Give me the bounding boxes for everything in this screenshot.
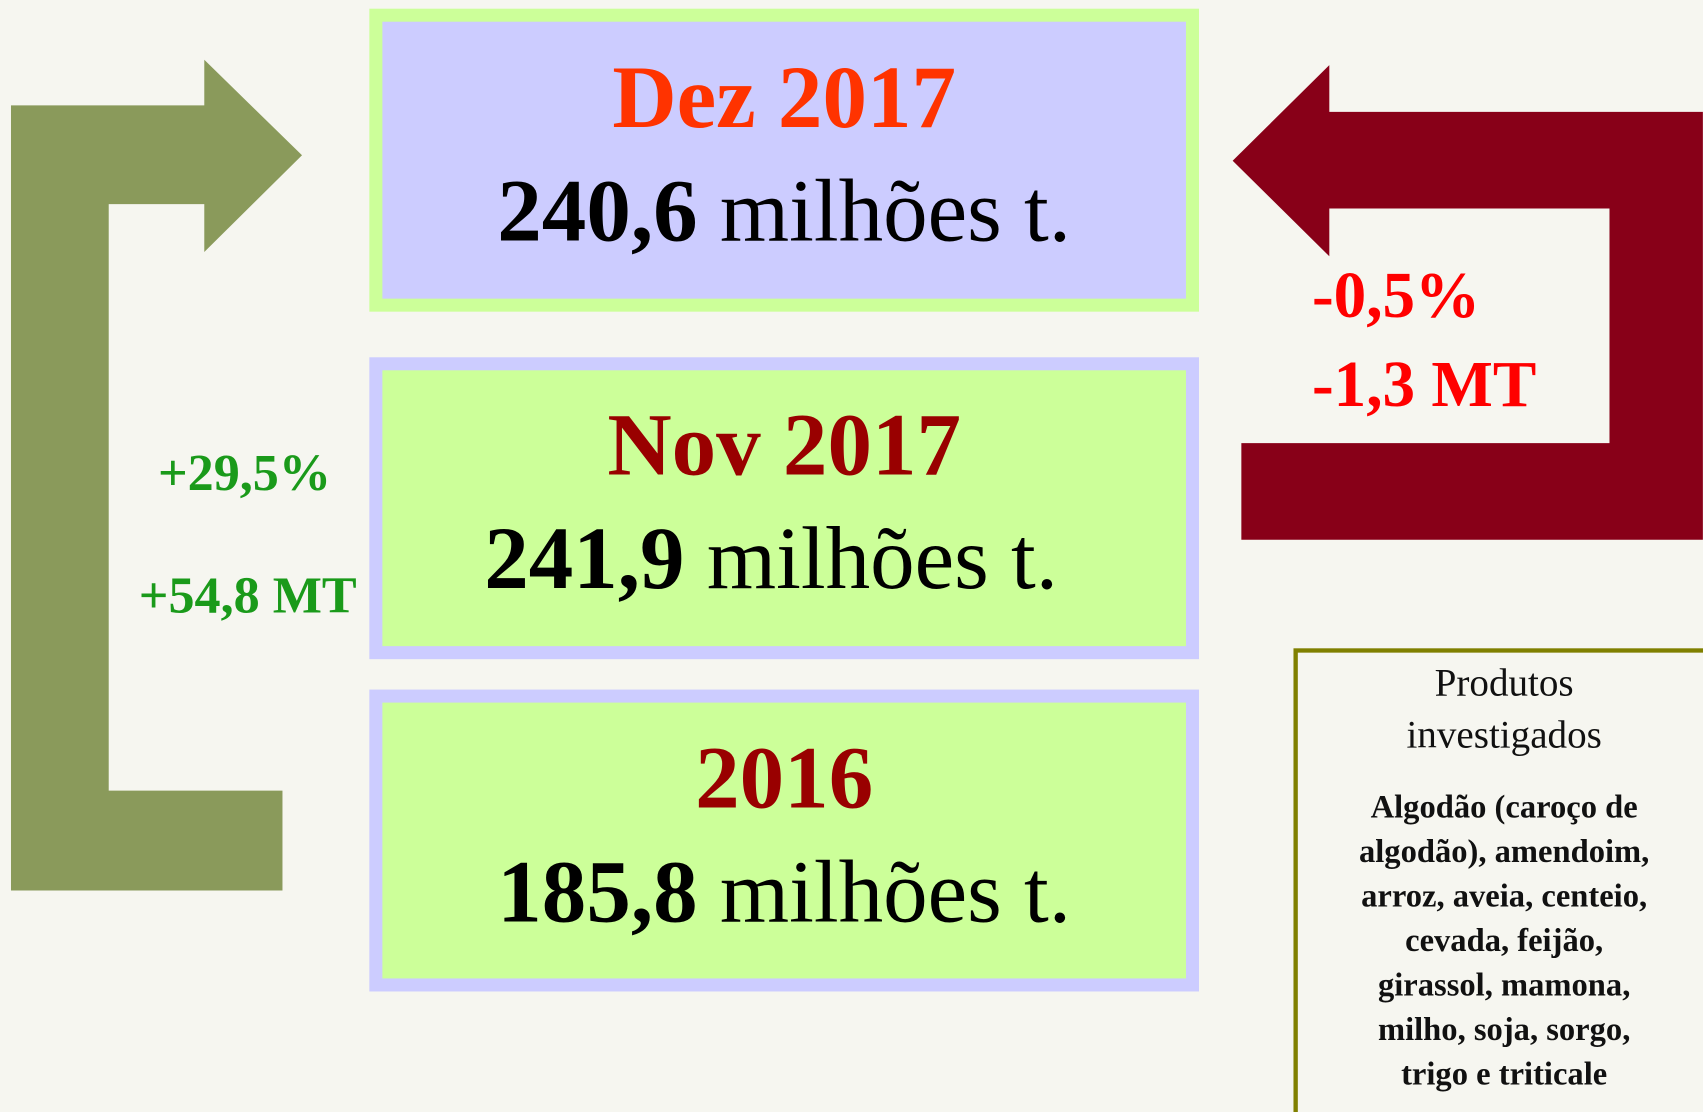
products-line: Algodão (caroço de	[1371, 790, 1638, 826]
box-nov-2017	[369, 357, 1199, 660]
products-line: trigo e triticale	[1401, 1057, 1607, 1093]
box-value: 185,8 milhões t.	[497, 844, 1071, 942]
box-title: Dez 2017	[612, 49, 956, 147]
value-unit: milhões t.	[707, 510, 1058, 608]
box-dez-2017	[369, 8, 1199, 312]
right-arrow	[1232, 65, 1703, 540]
box-value: 240,6 milhões t.	[497, 163, 1071, 261]
products-heading: investigados	[1406, 713, 1601, 756]
left-label: +54,8 MT	[139, 567, 357, 624]
box-value: 241,9 milhões t.	[484, 510, 1058, 608]
left-arrow	[10, 59, 303, 891]
box-title: Nov 2017	[607, 396, 961, 494]
products-line: arroz, aveia, centeio,	[1361, 879, 1647, 915]
products-line: girassol, mamona,	[1378, 968, 1630, 1004]
right-label: -1,3 MT	[1312, 349, 1536, 421]
right-label: -0,5%	[1312, 260, 1480, 332]
box-2016	[369, 689, 1199, 992]
value-unit: milhões t.	[720, 844, 1071, 942]
value-unit: milhões t.	[720, 163, 1071, 261]
value-number: 185,8	[497, 844, 697, 942]
products-box	[1293, 648, 1703, 1112]
products-text: Produtos investigados Algodão (caroço de al…	[1359, 661, 1649, 1092]
products-line: algodão), amendoim,	[1359, 834, 1649, 870]
products-heading: Produtos	[1435, 661, 1574, 704]
value-number: 240,6	[497, 163, 697, 261]
value-number: 241,9	[484, 510, 684, 608]
box-title: 2016	[695, 730, 873, 828]
products-line: cevada, feijão,	[1405, 923, 1603, 959]
products-line: milho, soja, sorgo,	[1378, 1012, 1630, 1048]
left-label: +29,5%	[158, 445, 331, 502]
